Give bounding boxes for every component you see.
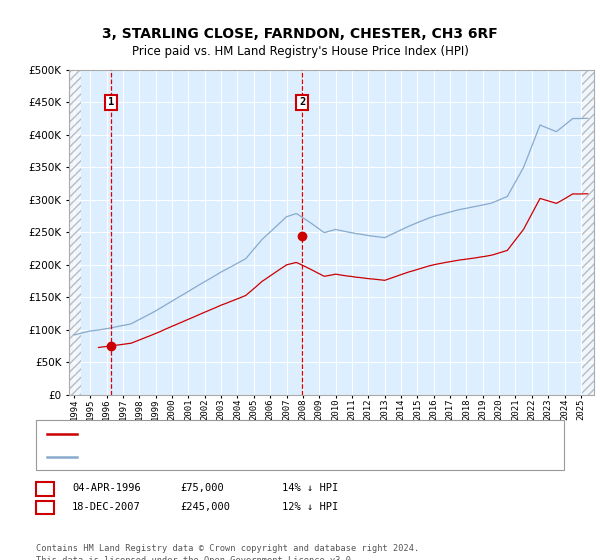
Text: Contains HM Land Registry data © Crown copyright and database right 2024.
This d: Contains HM Land Registry data © Crown c… [36, 544, 419, 560]
Text: 2: 2 [299, 97, 305, 108]
Text: 14% ↓ HPI: 14% ↓ HPI [282, 483, 338, 493]
Text: 04-APR-1996: 04-APR-1996 [72, 483, 141, 493]
Text: 3, STARLING CLOSE, FARNDON, CHESTER, CH3 6RF: 3, STARLING CLOSE, FARNDON, CHESTER, CH3… [102, 27, 498, 41]
Bar [69, 70, 81, 395]
Text: 18-DEC-2007: 18-DEC-2007 [72, 502, 141, 512]
Bar [582, 70, 594, 395]
Text: 12% ↓ HPI: 12% ↓ HPI [282, 502, 338, 512]
Bar [69, 70, 81, 395]
Text: 1: 1 [107, 97, 114, 108]
Text: 2: 2 [42, 502, 48, 512]
Text: Price paid vs. HM Land Registry's House Price Index (HPI): Price paid vs. HM Land Registry's House … [131, 45, 469, 58]
Text: HPI: Average price, detached house, Cheshire West and Chester: HPI: Average price, detached house, Ches… [84, 452, 442, 462]
Bar [582, 70, 594, 395]
Text: £245,000: £245,000 [180, 502, 230, 512]
Text: £75,000: £75,000 [180, 483, 224, 493]
Text: 1: 1 [42, 483, 48, 493]
Text: 3, STARLING CLOSE, FARNDON, CHESTER, CH3 6RF (detached house): 3, STARLING CLOSE, FARNDON, CHESTER, CH3… [84, 428, 442, 438]
